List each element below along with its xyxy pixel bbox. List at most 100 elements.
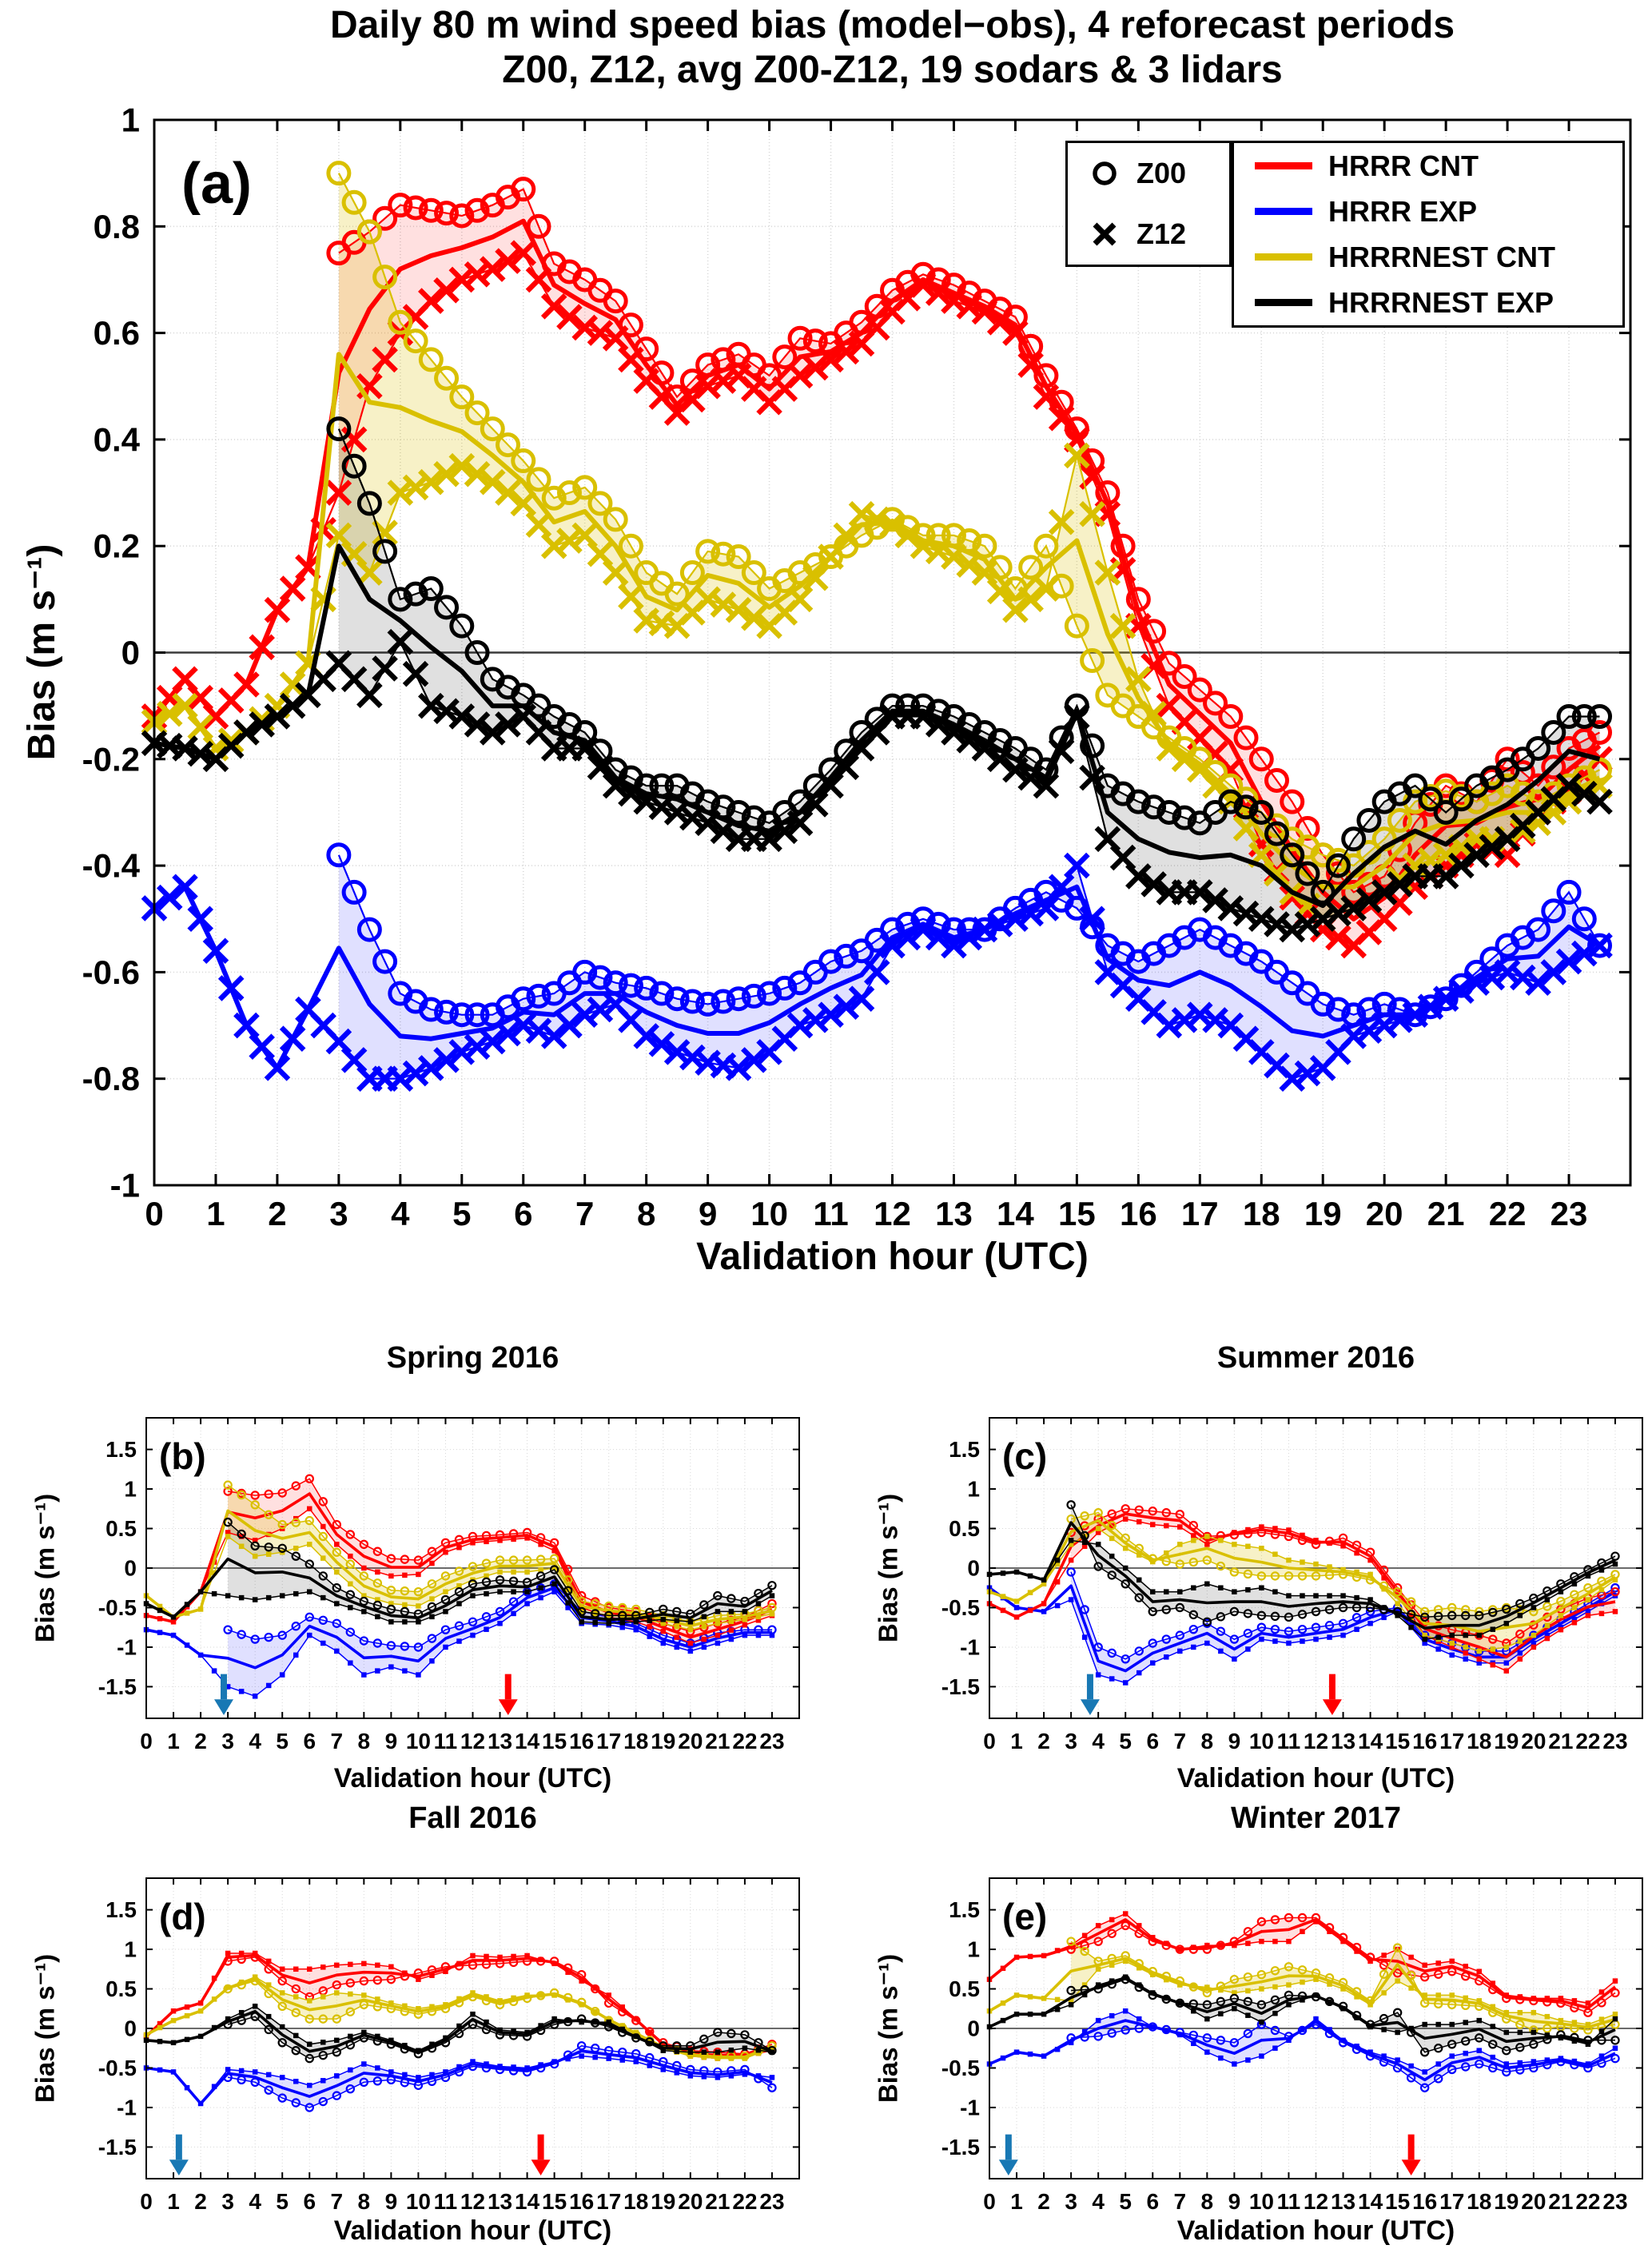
x-tick-label: 1 (167, 1729, 180, 1753)
x-tick-label: 11 (1277, 2189, 1301, 2214)
main-x-axis-label: Validation hour (UTC) (696, 1236, 1089, 1278)
x-tick-label: 17 (1439, 1729, 1464, 1753)
legend-markers-box: Z00 Z12 (1065, 141, 1232, 267)
x-tick-label: 17 (1181, 1195, 1219, 1232)
y-tick-label: 1.5 (949, 1897, 980, 1922)
series-hrrrnest-exp (141, 416, 1613, 943)
series-hrrrnest-exp (986, 1974, 1620, 2057)
x-tick-label: 6 (1146, 2189, 1159, 2214)
x-tick-label: 22 (732, 2189, 757, 2214)
x-tick-label: 14 (1358, 2189, 1383, 2214)
x-tick-label: 12 (874, 1195, 911, 1232)
legend-entry-hrrrnest-cnt: HRRRNEST CNT (1234, 241, 1622, 274)
panel-c-title: Summer 2016 (1216, 1341, 1415, 1375)
x-tick-label: 16 (1120, 1195, 1157, 1232)
y-tick-label: 0 (967, 1556, 980, 1581)
x-tick-label: 7 (1174, 2189, 1187, 2214)
x-tick-label: 11 (434, 1729, 458, 1753)
x-tick-label: 9 (1228, 1729, 1241, 1753)
x-tick-label: 4 (249, 2189, 261, 2214)
x-tick-label: 18 (623, 2189, 648, 2214)
x-tick-label: 3 (1065, 2189, 1077, 2214)
x-tick-label: 2 (1037, 1729, 1050, 1753)
x-tick-label: 12 (460, 2189, 485, 2214)
x-tick-label: 16 (569, 2189, 594, 2214)
hrrr-cnt-line-icon (1255, 162, 1312, 169)
x-tick-label: 0 (983, 1729, 996, 1753)
x-tick-label: 5 (1119, 2189, 1132, 2214)
y-tick-label: 1.5 (105, 1897, 137, 1922)
y-tick-label: 1 (967, 1937, 980, 1962)
y-tick-label: 1 (124, 1937, 137, 1962)
x-tick-label: 5 (276, 1729, 289, 1753)
y-tick-label: 0.8 (94, 208, 140, 245)
x-tick-label: 5 (1119, 1729, 1132, 1753)
x-tick-label: 1 (1010, 2189, 1023, 2214)
y-tick-label: 0 (967, 2016, 980, 2041)
x-tick-label: 9 (1228, 2189, 1241, 2214)
x-tick-label: 11 (1277, 1729, 1301, 1753)
main-y-axis-label: Bias (m s⁻¹) (21, 543, 63, 761)
x-tick-label: 0 (983, 2189, 996, 2214)
y-tick-label: -1.5 (98, 2135, 137, 2159)
y-tick-label: 1 (124, 1477, 137, 1502)
x-tick-label: 9 (699, 1195, 717, 1232)
y-tick-label: 0 (121, 634, 140, 671)
y-tick-label: -1 (960, 1634, 980, 1659)
hrrrnest-exp-line-icon (1255, 299, 1312, 306)
x-tick-label: 22 (1489, 1195, 1527, 1232)
panel-b-title: Spring 2016 (386, 1341, 559, 1375)
x-tick-label: 21 (1548, 2189, 1573, 2214)
x-tick-label: 20 (678, 2189, 703, 2214)
x-tick-label: 14 (515, 1729, 540, 1753)
x-tick-label: 9 (385, 1729, 398, 1753)
y-tick-label: -0.5 (98, 1595, 137, 1620)
x-tick-label: 20 (1366, 1195, 1403, 1232)
x-tick-label: 9 (385, 2189, 398, 2214)
y-tick-label: -0.5 (941, 2056, 980, 2080)
x-tick-label: 0 (140, 1729, 153, 1753)
x-tick-label: 10 (1249, 1729, 1274, 1753)
x-tick-label: 23 (1602, 1729, 1627, 1753)
y-tick-label: -0.6 (82, 953, 140, 991)
x-tick-label: 10 (1249, 2189, 1274, 2214)
panel-e-y-axis-label: Bias (m s⁻¹) (873, 1953, 903, 2104)
x-tick-label: 20 (678, 1729, 703, 1753)
series-hrrr-exp (986, 2008, 1620, 2092)
x-tick-label: 20 (1521, 1729, 1546, 1753)
x-tick-label: 6 (514, 1195, 532, 1232)
x-tick-label: 7 (331, 1729, 344, 1753)
x-tick-label: 21 (705, 2189, 730, 2214)
legend-hrrr-cnt-label: HRRR CNT (1328, 149, 1479, 182)
x-tick-label: 18 (1467, 2189, 1491, 2214)
x-tick-label: 17 (1439, 2189, 1464, 2214)
y-tick-label: 1.5 (105, 1437, 137, 1462)
series-hrrrnest-exp (986, 1500, 1620, 1642)
red-init-arrow-icon (498, 1674, 518, 1716)
legend-z12-label: Z12 (1136, 217, 1187, 250)
x-tick-label: 23 (759, 1729, 784, 1753)
x-tick-label: 15 (1385, 1729, 1410, 1753)
legend-lines-box: HRRR CNT HRRR EXP HRRRNEST CNT HRRRNEST … (1232, 141, 1625, 328)
x-tick-label: 0 (145, 1195, 163, 1232)
x-tick-label: 12 (460, 1729, 485, 1753)
x-tick-label: 23 (1602, 2189, 1627, 2214)
x-tick-label: 0 (140, 2189, 153, 2214)
x-tick-label: 21 (705, 1729, 730, 1753)
x-tick-label: 15 (1385, 2189, 1410, 2214)
blue-init-arrow-icon (1080, 1674, 1100, 1716)
x-tick-label: 13 (1331, 2189, 1355, 2214)
series-hrrr-cnt (986, 1504, 1620, 1674)
figure-title-line1: Daily 80 m wind speed bias (model−obs), … (329, 4, 1455, 46)
y-tick-label: -1.5 (98, 1674, 137, 1699)
y-tick-label: 1.5 (949, 1437, 980, 1462)
y-tick-label: 0.5 (105, 1516, 137, 1541)
x-tick-label: 19 (1494, 1729, 1519, 1753)
x-tick-label: 22 (1575, 1729, 1600, 1753)
x-tick-label: 16 (1412, 2189, 1437, 2214)
z00-circle-icon (1093, 161, 1117, 185)
x-tick-label: 15 (542, 2189, 567, 2214)
y-tick-label: -1 (117, 2095, 137, 2120)
x-tick-label: 11 (813, 1195, 848, 1232)
series-hrrr-exp (143, 2041, 777, 2112)
